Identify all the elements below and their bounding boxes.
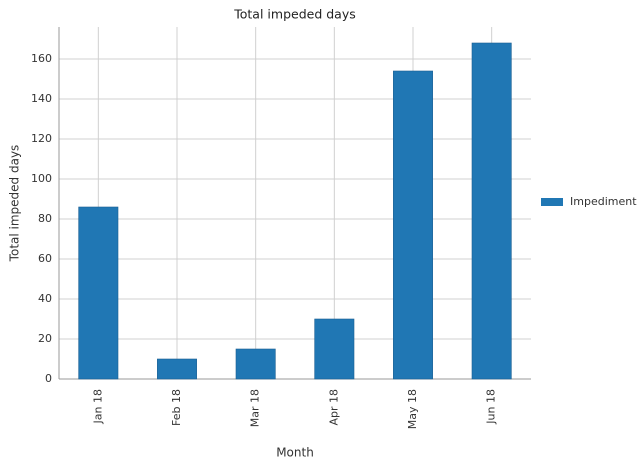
y-tick-label: 0 bbox=[45, 372, 52, 385]
bar bbox=[393, 70, 433, 380]
y-tick-label: 60 bbox=[38, 252, 52, 265]
bar bbox=[78, 206, 119, 380]
bar bbox=[235, 348, 276, 380]
y-tick-label: 100 bbox=[31, 172, 52, 185]
y-tick-label: 120 bbox=[31, 132, 52, 145]
x-tick-label: Feb 18 bbox=[170, 389, 183, 426]
x-tick-label: Apr 18 bbox=[327, 389, 340, 426]
y-axis-label: Total impeded days bbox=[8, 145, 22, 263]
legend-swatch bbox=[541, 198, 563, 206]
bar bbox=[157, 358, 197, 380]
x-tick-label: May 18 bbox=[406, 389, 419, 429]
y-tick-label: 20 bbox=[38, 332, 52, 345]
bar bbox=[471, 42, 512, 380]
bar bbox=[314, 318, 355, 380]
x-tick-label: Jun 18 bbox=[485, 389, 498, 425]
legend-label: Impediment bbox=[570, 195, 637, 208]
chart-title: Total impeded days bbox=[233, 7, 355, 22]
x-axis-label: Month bbox=[276, 446, 314, 460]
y-tick-label: 40 bbox=[38, 292, 52, 305]
y-tick-label: 160 bbox=[31, 52, 52, 65]
y-tick-label: 140 bbox=[31, 92, 52, 105]
x-tick-label: Mar 18 bbox=[249, 389, 262, 427]
x-tick-label: Jan 18 bbox=[91, 389, 104, 424]
y-tick-label: 80 bbox=[38, 212, 52, 225]
